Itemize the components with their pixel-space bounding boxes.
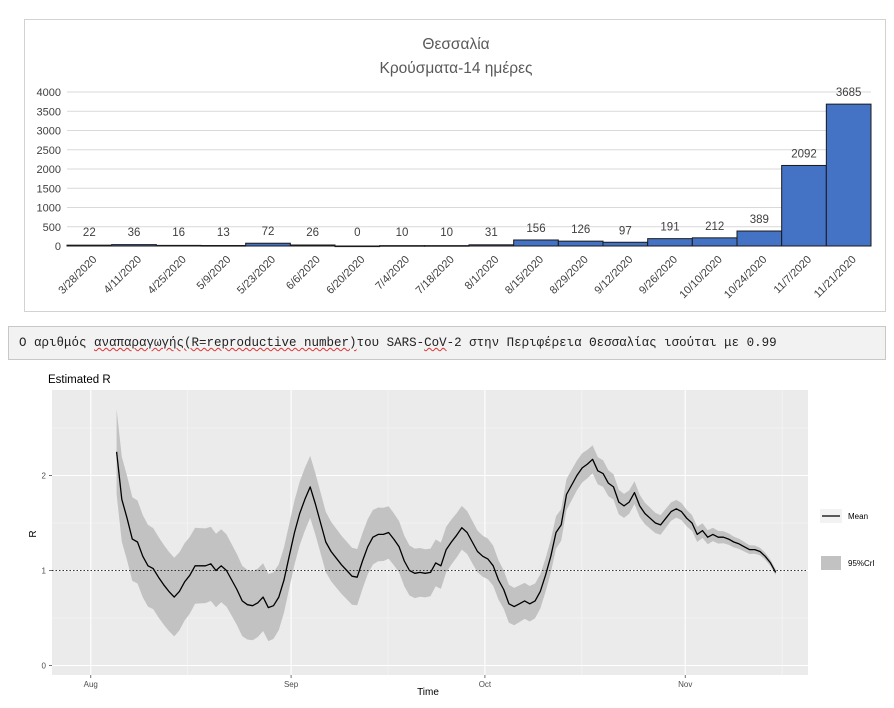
legend-label-cri: 95%CrI — [848, 559, 875, 568]
bar — [647, 238, 693, 247]
banner-text-middle: του SARS- — [356, 336, 425, 350]
bar — [736, 230, 783, 247]
bar-x-tick-label: 8/1/2020 — [463, 254, 502, 293]
r-y-tick-label: 0 — [42, 662, 47, 671]
r-y-tick-label: 2 — [42, 472, 47, 481]
bar-data-label: 2092 — [791, 148, 817, 160]
cases-bar-chart: Θεσσαλία Κρούσματα-14 ημέρες 22 36 16 13 72 2… — [37, 36, 872, 301]
bar-data-label: 10 — [440, 227, 453, 239]
banner-text-suffix: -2 στην Περιφέρεια Θεσσαλίας ισούται με … — [446, 336, 777, 350]
bar — [289, 244, 336, 247]
bar-y-tick-label: 2000 — [37, 164, 61, 176]
bar — [557, 240, 604, 247]
bar-data-label: 3685 — [836, 87, 862, 99]
bar-data-label: 16 — [172, 227, 185, 239]
bar — [245, 242, 291, 247]
r-chart-title: Estimated R — [48, 374, 111, 386]
r-x-tick-label: Nov — [678, 680, 692, 689]
r-x-axis-label: Time — [417, 687, 439, 698]
bar-data-label: 156 — [526, 223, 545, 235]
bar-x-tick-label: 10/10/2020 — [677, 254, 724, 301]
bar-x-tick-label: 5/23/2020 — [235, 254, 278, 297]
bar — [468, 244, 515, 247]
banner-text-prefix: Ο αριθμός — [19, 336, 95, 350]
bar-data-label: 10 — [396, 227, 409, 239]
legend-label-mean: Mean — [848, 512, 868, 521]
r-y-axis-label: R — [28, 530, 39, 537]
r-y-tick-label: 1 — [42, 567, 47, 576]
bar-x-tick-label: 6/20/2020 — [324, 254, 367, 297]
bar-data-label: 26 — [306, 227, 319, 239]
bar — [334, 245, 381, 248]
bar — [200, 244, 247, 247]
bar-y-tick-label: 3000 — [37, 126, 61, 138]
bar-chart-subtitle: Κρούσματα-14 ημέρες — [380, 60, 533, 77]
bar-y-tick-label: 500 — [43, 222, 61, 234]
bar — [379, 245, 425, 247]
bar-x-tick-label: 8/15/2020 — [503, 254, 546, 297]
bar-data-label: 126 — [571, 224, 590, 236]
bar-y-tick-label: 4000 — [37, 87, 61, 99]
bar-x-tick-label: 9/26/2020 — [637, 254, 680, 297]
bar-x-tick-label: 9/12/2020 — [592, 254, 635, 297]
bar — [155, 244, 202, 247]
bar-data-label: 72 — [262, 226, 275, 238]
bar-x-tick-label: 11/21/2020 — [812, 254, 859, 301]
bar-x-tick-label: 11/7/2020 — [772, 254, 815, 297]
cases-bar-chart-panel: Θεσσαλία Κρούσματα-14 ημέρες 22 36 16 13 72 2… — [24, 19, 886, 312]
bar — [66, 244, 113, 247]
r-x-tick-label: Sep — [284, 680, 299, 689]
bar-x-tick-label: 10/24/2020 — [722, 254, 769, 301]
r-x-tick-label: Aug — [84, 680, 98, 689]
bar-data-label: 31 — [485, 227, 498, 239]
bar — [602, 241, 649, 247]
bar-data-label: 22 — [83, 227, 96, 239]
bar-data-label: 97 — [619, 225, 632, 237]
legend-key-cri — [821, 556, 841, 570]
estimated-r-chart: Estimated R 0 1 2 Aug Sep Oct Nov Time R Mean… — [28, 374, 875, 698]
bar — [423, 245, 470, 247]
bar-data-label: 389 — [750, 214, 769, 226]
reproduction-number-banner: Ο αριθμός αναπαραγωγής(R=reproductive nu… — [8, 326, 886, 360]
bar-chart-title: Θεσσαλία — [422, 36, 489, 53]
bar-x-tick-label: 5/9/2020 — [195, 254, 234, 293]
bar-x-tick-label: 3/28/2020 — [56, 254, 99, 297]
bar-y-tick-label: 0 — [55, 241, 61, 253]
bar-data-label: 191 — [660, 222, 679, 234]
bar-y-tick-label: 1500 — [37, 183, 61, 195]
banner-text-misspelled-2: CoV — [424, 336, 447, 350]
bar-y-tick-label: 2500 — [37, 145, 61, 157]
bar-data-label: 36 — [128, 227, 141, 239]
bar-y-tick-label: 1000 — [37, 203, 61, 215]
bar — [111, 244, 157, 247]
banner-text-misspelled: αναπαραγωγής(R=reproductive number) — [94, 336, 357, 350]
bar-y-tick-label: 3500 — [37, 106, 61, 118]
bar — [513, 239, 559, 247]
r-x-tick-label: Oct — [479, 680, 492, 689]
bar-data-label: 13 — [217, 227, 230, 239]
bar-x-tick-label: 7/18/2020 — [414, 254, 457, 297]
bar-data-label: 0 — [354, 227, 360, 239]
bar — [825, 103, 872, 247]
bar-x-tick-label: 8/29/2020 — [548, 254, 591, 297]
bar — [781, 164, 827, 247]
bar-x-tick-label: 6/6/2020 — [284, 254, 323, 293]
r-credible-interval-band — [116, 409, 776, 642]
r-legend: Mean 95%CrI — [820, 509, 875, 570]
bar-x-tick-label: 4/11/2020 — [102, 254, 145, 297]
bar — [691, 237, 738, 247]
bar-x-tick-label: 4/25/2020 — [146, 254, 189, 297]
r-mean-line — [115, 451, 777, 609]
bar-data-label: 212 — [705, 221, 724, 233]
bar-x-tick-label: 7/4/2020 — [373, 254, 412, 293]
